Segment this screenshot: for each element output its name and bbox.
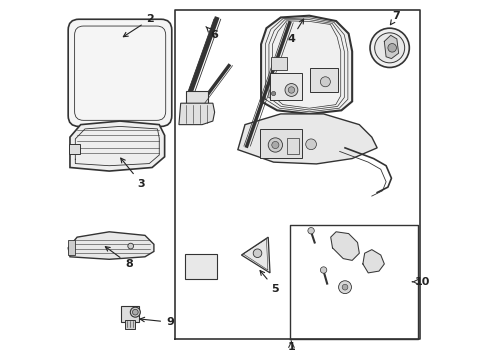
- Circle shape: [342, 284, 348, 290]
- Circle shape: [308, 228, 314, 234]
- Polygon shape: [384, 35, 398, 59]
- Text: 4: 4: [288, 19, 304, 44]
- Polygon shape: [261, 16, 352, 114]
- Text: 10: 10: [415, 277, 430, 287]
- Circle shape: [339, 281, 351, 294]
- FancyBboxPatch shape: [68, 19, 172, 126]
- FancyBboxPatch shape: [270, 58, 287, 70]
- FancyBboxPatch shape: [260, 129, 302, 158]
- Circle shape: [130, 307, 140, 317]
- FancyBboxPatch shape: [310, 68, 338, 92]
- Circle shape: [271, 91, 276, 96]
- Circle shape: [268, 138, 283, 152]
- FancyBboxPatch shape: [287, 138, 299, 154]
- Polygon shape: [242, 237, 270, 273]
- Circle shape: [128, 243, 134, 249]
- FancyBboxPatch shape: [185, 254, 218, 279]
- Text: 2: 2: [123, 14, 154, 37]
- Polygon shape: [179, 103, 215, 125]
- Text: 1: 1: [288, 342, 295, 352]
- FancyBboxPatch shape: [69, 144, 79, 154]
- Circle shape: [285, 84, 298, 96]
- Circle shape: [320, 267, 327, 273]
- Polygon shape: [363, 249, 384, 273]
- Text: 7: 7: [391, 12, 400, 25]
- Circle shape: [132, 309, 138, 315]
- FancyBboxPatch shape: [186, 91, 208, 106]
- FancyBboxPatch shape: [125, 320, 135, 329]
- Polygon shape: [331, 232, 359, 260]
- Circle shape: [388, 44, 396, 52]
- Text: 3: 3: [121, 158, 145, 189]
- Polygon shape: [70, 121, 165, 171]
- Circle shape: [375, 33, 405, 63]
- Circle shape: [288, 87, 294, 93]
- Polygon shape: [68, 232, 154, 259]
- FancyBboxPatch shape: [270, 73, 302, 100]
- FancyBboxPatch shape: [121, 306, 139, 322]
- FancyBboxPatch shape: [68, 240, 75, 255]
- Text: 5: 5: [260, 271, 279, 294]
- Polygon shape: [238, 114, 377, 164]
- Circle shape: [272, 141, 279, 149]
- Circle shape: [306, 139, 317, 150]
- Circle shape: [320, 77, 330, 87]
- Text: 6: 6: [206, 27, 219, 40]
- Circle shape: [253, 249, 262, 257]
- Text: 8: 8: [105, 247, 133, 269]
- Text: 9: 9: [140, 317, 174, 327]
- Circle shape: [370, 28, 409, 67]
